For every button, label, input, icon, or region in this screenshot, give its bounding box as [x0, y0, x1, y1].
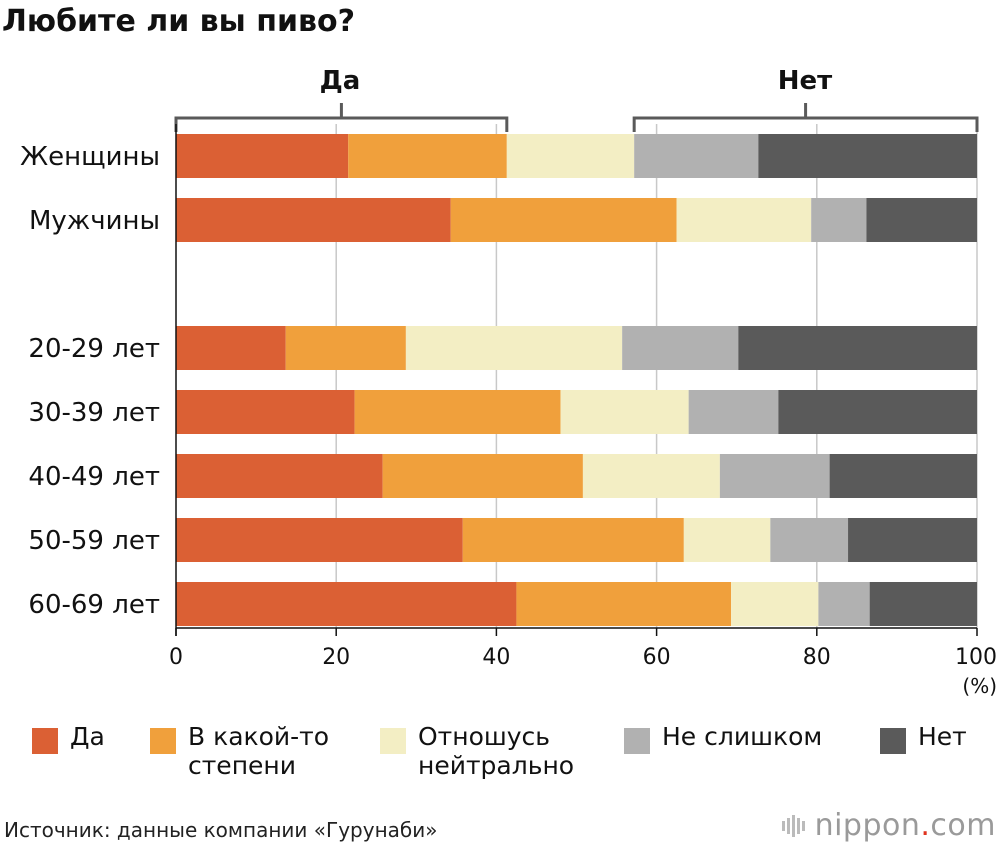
bar-yes-3: [176, 390, 355, 434]
bar-no-3: [778, 390, 977, 434]
bar-yes-4: [176, 454, 383, 498]
bar-neutral-5: [683, 518, 771, 562]
brand-mark-icon: [781, 814, 807, 837]
bar-somewhat-2: [285, 326, 406, 370]
bar-no-1: [866, 198, 977, 242]
legend-label-no: Нет: [918, 722, 967, 751]
bracket-no: [632, 103, 979, 132]
bar-neutral-4: [582, 454, 720, 498]
bar-neutral-0: [506, 134, 635, 178]
source-note: Источник: данные компании «Гурунаби»: [4, 818, 438, 842]
bar-yes-6: [176, 582, 517, 626]
legend-swatch-somewhat: [150, 728, 176, 754]
bar-somewhat-5: [462, 518, 684, 562]
group-label-no: Нет: [777, 66, 833, 96]
category-label-5: 50-59 лет: [28, 526, 160, 556]
legend-item-no: Нет: [880, 722, 967, 754]
x-tick-label-40: 40: [482, 645, 510, 670]
category-label-6: 60-69 лет: [28, 590, 160, 620]
x-tick-label-0: 0: [169, 645, 183, 670]
bar-yes-5: [176, 518, 463, 562]
x-tick-label-60: 60: [643, 645, 671, 670]
category-label-0: Женщины: [20, 142, 160, 172]
category-label-3: 30-39 лет: [28, 398, 160, 428]
brand-logo: nippon.com: [781, 808, 996, 843]
bar-no-4: [829, 454, 977, 498]
bar-somewhat-1: [450, 198, 677, 242]
bar-no-5: [848, 518, 977, 562]
bar-somewhat-3: [354, 390, 561, 434]
bar-no-0: [758, 134, 977, 178]
bar-yes-1: [176, 198, 451, 242]
bar-neutral-2: [405, 326, 623, 370]
bar-not_much-4: [719, 454, 830, 498]
category-label-2: 20-29 лет: [28, 334, 160, 364]
legend-swatch-neutral: [380, 728, 406, 754]
x-tick-label-100: 100: [955, 645, 997, 670]
chart-title: Любите ли вы пиво?: [2, 4, 355, 39]
legend-item-not-much: Не слишком: [624, 722, 822, 754]
legend-swatch-no: [880, 728, 906, 754]
x-tick-label-20: 20: [322, 645, 350, 670]
legend-item-somewhat: В какой-то степени: [150, 722, 329, 780]
bar-no-2: [738, 326, 977, 370]
group-label-yes: Да: [319, 66, 361, 96]
legend-swatch-yes: [32, 728, 58, 754]
legend-label-yes: Да: [70, 722, 105, 751]
bar-not_much-3: [688, 390, 779, 434]
stacked-bar-chart: Женщины Мужчины 20-29 лет 30-39 лет 40-49 ле…: [20, 103, 997, 698]
legend-label-somewhat: В какой-то степени: [188, 722, 330, 780]
brand-dot: .: [920, 808, 931, 843]
bar-not_much-2: [622, 326, 739, 370]
x-axis-unit: (%): [962, 674, 997, 698]
legend: Да В какой-то степени Отношусь нейтральн…: [0, 722, 1000, 792]
bar-yes-0: [176, 134, 349, 178]
category-label-4: 40-49 лет: [28, 462, 160, 492]
bracket-yes: [174, 103, 509, 132]
brand-tld: com: [930, 808, 996, 843]
legend-item-neutral: Отношусь нейтрально: [380, 722, 574, 780]
bar-somewhat-6: [516, 582, 732, 626]
bar-not_much-5: [770, 518, 849, 562]
bar-neutral-6: [731, 582, 819, 626]
legend-swatch-not-much: [624, 728, 650, 754]
brand-wordmark: nippon.com: [815, 808, 996, 843]
bar-neutral-3: [560, 390, 689, 434]
bar-somewhat-4: [382, 454, 583, 498]
legend-label-neutral: Отношусь нейтрально: [418, 722, 575, 780]
bar-somewhat-0: [348, 134, 507, 178]
bar-not_much-0: [634, 134, 759, 178]
legend-label-not-much: Не слишком: [662, 722, 823, 751]
x-tick-label-80: 80: [803, 645, 831, 670]
bar-not_much-6: [818, 582, 870, 626]
category-label-1: Мужчины: [29, 206, 160, 236]
brand-name: nippon: [814, 808, 921, 843]
bar-no-6: [869, 582, 977, 626]
bar-yes-2: [176, 326, 286, 370]
bar-not_much-1: [811, 198, 867, 242]
legend-item-yes: Да: [32, 722, 105, 754]
bar-neutral-1: [676, 198, 812, 242]
